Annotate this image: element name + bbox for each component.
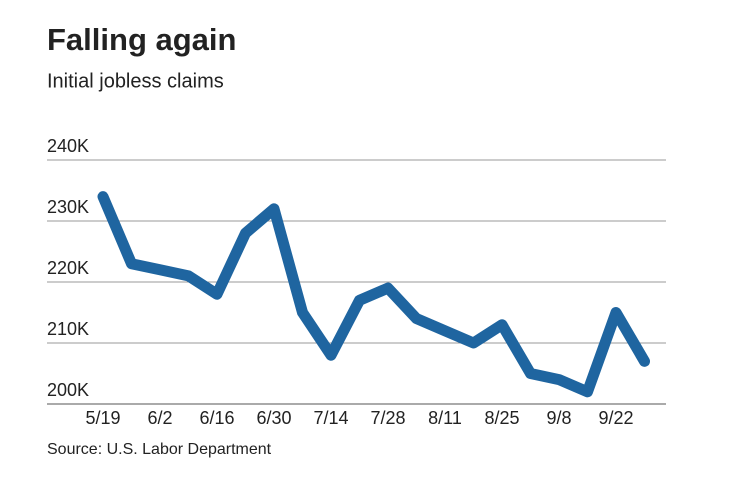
x-tick-label: 9/22	[598, 408, 633, 428]
y-tick-label: 230K	[47, 197, 89, 217]
x-tick-label: 7/14	[313, 408, 348, 428]
y-tick-label: 220K	[47, 258, 89, 278]
y-tick-label: 200K	[47, 380, 89, 400]
x-tick-label: 7/28	[370, 408, 405, 428]
x-tick-label: 6/2	[147, 408, 172, 428]
y-tick-label: 210K	[47, 319, 89, 339]
x-tick-label: 6/30	[256, 408, 291, 428]
x-tick-label: 5/19	[85, 408, 120, 428]
source: Source: U.S. Labor Department	[47, 441, 272, 458]
data-line	[97, 191, 650, 398]
x-tick-label: 9/8	[546, 408, 571, 428]
y-tick-label: 240K	[47, 136, 89, 156]
chart-title: Falling again	[47, 22, 236, 57]
x-tick-label: 6/16	[199, 408, 234, 428]
x-tick-label: 8/25	[484, 408, 519, 428]
chart-subtitle: Initial jobless claims	[47, 70, 224, 92]
x-tick-label: 8/11	[428, 408, 462, 428]
